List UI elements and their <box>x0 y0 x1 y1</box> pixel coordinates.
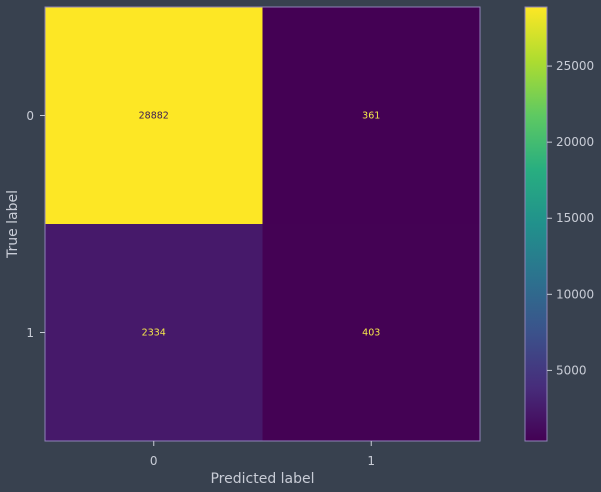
heatmap-cell-0-1 <box>262 7 480 224</box>
y-axis-label: True label <box>5 190 21 259</box>
x-tick-label-0: 0 <box>150 454 158 468</box>
heatmap-cells: 28882 361 2334 403 <box>45 7 480 441</box>
colorbar-tick-label: 15000 <box>556 211 594 225</box>
colorbar: 5000 10000 15000 20000 25000 <box>524 6 594 442</box>
colorbar-tick-label: 10000 <box>556 287 594 301</box>
cell-value-label-0-0: 28882 <box>139 111 169 122</box>
y-axis: 0 1 True label <box>5 109 45 340</box>
colorbar-tick-label: 25000 <box>556 59 594 73</box>
cell-value-label-0-1: 361 <box>362 111 380 122</box>
heatmap-cell-0-0 <box>45 7 263 224</box>
cell-value-label-1-1: 403 <box>362 328 380 339</box>
x-axis-label: Predicted label <box>210 471 314 487</box>
cell-value-label-1-0: 2334 <box>142 328 166 339</box>
heatmap-cell-1-1 <box>262 224 480 441</box>
x-axis: 0 1 Predicted label <box>150 441 375 487</box>
plot-frame <box>44 6 481 442</box>
colorbar-ticks: 5000 10000 15000 20000 25000 <box>547 59 594 377</box>
heatmap-cell-1-0 <box>45 224 263 441</box>
colorbar-gradient <box>524 6 548 442</box>
y-tick-label-1: 1 <box>26 326 34 340</box>
x-tick-label-1: 1 <box>367 454 375 468</box>
y-tick-label-0: 0 <box>26 109 34 123</box>
colorbar-tick-label: 20000 <box>556 135 594 149</box>
colorbar-tick-label: 5000 <box>556 363 587 377</box>
